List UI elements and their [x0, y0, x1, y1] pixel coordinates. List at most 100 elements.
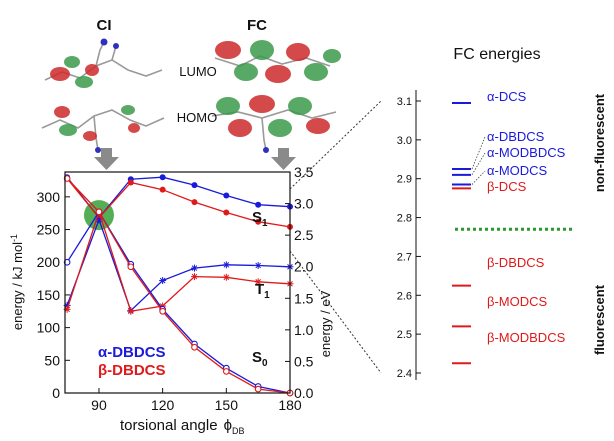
- y-tick-label: 300: [37, 189, 61, 205]
- data-point-t1-alpha: [254, 262, 262, 269]
- ci-lumo-orbital-image: [44, 38, 163, 88]
- data-point-t1-alpha: [190, 264, 198, 272]
- x-axis-label: torsional angle ϕDB: [120, 417, 245, 436]
- fc-level-label: α-DBDCS: [487, 129, 545, 144]
- x-tick-label: 120: [151, 397, 175, 413]
- fc-level-label: α-MODBDCS: [487, 145, 566, 160]
- fc-level-label: β-MODBDCS: [487, 330, 566, 345]
- y2-tick-label: 1.5: [294, 290, 314, 306]
- data-point-s0-beta: [254, 385, 262, 393]
- y-axis-label-text: energy / kJ mol: [10, 242, 25, 330]
- data-point-s1-alpha: [191, 182, 198, 189]
- series-line-s1-beta: [66, 178, 291, 228]
- data-point-s0-beta: [127, 263, 135, 271]
- data-point-t1-alpha: [159, 277, 167, 285]
- data-point-s1-beta: [127, 179, 134, 186]
- fc-energies-title: FC energies: [453, 46, 540, 63]
- fc-energies-chart: FC energies 2.4 2.5 2.6 2.7 2.8 2.9 3.0 3.1 α-D…: [397, 46, 607, 380]
- fc-tick-label: 2.7: [397, 251, 412, 263]
- data-point-s1-alpha: [159, 174, 166, 181]
- fc-level-leader: [471, 170, 486, 185]
- fc-header: FC: [247, 17, 267, 34]
- data-point-s0-alpha: [63, 258, 71, 266]
- fc-tick-label: 2.5: [397, 329, 412, 341]
- fc-lumo-orbital-image: [214, 40, 341, 83]
- zoom-connector-top: [289, 100, 382, 190]
- fc-energies-ticks: 2.4 2.5 2.6 2.7 2.8 2.9 3.0 3.1: [397, 96, 421, 380]
- s0-state-label: S0: [252, 349, 268, 369]
- fc-level-label: β-DCS: [487, 179, 527, 194]
- energy-chart-series: [63, 174, 294, 397]
- t1-sub: 1: [264, 290, 270, 301]
- data-point-s0-beta: [63, 175, 71, 182]
- data-point-t1-beta: [127, 307, 135, 315]
- ci-header: CI: [97, 17, 112, 34]
- fc-level-label: α-MODCS: [487, 163, 548, 178]
- fluorescent-label: fluorescent: [592, 284, 607, 355]
- lumo-label: LUMO: [179, 64, 217, 79]
- fc-tick-label: 3.0: [397, 135, 412, 147]
- series-line-s0-beta: [66, 178, 291, 394]
- ci-homo-orbital-image: [41, 105, 165, 153]
- s0-main: S: [252, 349, 262, 366]
- t1-main: T: [255, 281, 264, 298]
- y-tick-label: 50: [44, 352, 60, 368]
- y2-tick-label: 2.0: [294, 259, 314, 275]
- s1-main: S: [252, 209, 262, 226]
- y-tick-label: 0: [52, 385, 60, 401]
- data-point-s1-beta: [159, 186, 166, 193]
- y2-tick-label: 0.0: [294, 385, 314, 401]
- fc-tick-label: 2.6: [397, 290, 412, 302]
- energy-chart-ticks: 90 120 150 180 0 50 100 150 200 250 300 0.0 0.5 1.0 1.…: [37, 164, 314, 413]
- series-line-t1-alpha: [66, 217, 291, 312]
- data-point-s1-beta: [223, 209, 230, 216]
- y2-axis-label: energy / eV: [318, 290, 333, 357]
- x-tick-label: 150: [215, 397, 239, 413]
- energy-chart: 90 120 150 180 0 50 100 150 200 250 300 0.0 0.5 1.0 1.…: [9, 164, 333, 436]
- s1-sub: 1: [262, 218, 268, 229]
- s0-sub: 0: [262, 358, 268, 369]
- non-fluorescent-label: non-fluorescent: [592, 93, 607, 192]
- y2-tick-label: 0.5: [294, 353, 314, 369]
- fc-homo-orbital-image: [211, 95, 337, 153]
- x-tick-label: 90: [91, 397, 107, 413]
- fc-level-label: α-DCS: [487, 89, 527, 104]
- y-tick-label: 200: [37, 254, 61, 270]
- energy-chart-frame: [64, 171, 291, 394]
- y2-tick-label: 3.5: [294, 164, 314, 180]
- data-point-s1-alpha: [255, 201, 262, 208]
- y-tick-label: 100: [37, 320, 61, 336]
- legend-beta-dbdcs: β-DBDCS: [98, 362, 166, 379]
- data-point-t1-alpha: [222, 261, 230, 269]
- homo-label: HOMO: [177, 110, 217, 125]
- y2-tick-label: 2.5: [294, 227, 314, 243]
- fc-tick-label: 2.9: [397, 174, 412, 186]
- ci-down-arrow-icon: [94, 148, 119, 170]
- data-point-t1-beta: [190, 273, 198, 281]
- data-point-s1-beta: [255, 218, 262, 225]
- legend-alpha-dbdcs: α-DBDCS: [98, 344, 166, 361]
- fc-tick-label: 3.1: [397, 96, 412, 108]
- x-tick-label: 180: [278, 397, 302, 413]
- fc-tick-label: 2.8: [397, 213, 412, 225]
- t1-state-label: T1: [255, 281, 270, 301]
- x-axis-label-subscript: DB: [232, 426, 245, 436]
- data-point-s0-beta: [191, 343, 198, 351]
- y-axis-label: energy / kJ mol-1: [9, 234, 25, 330]
- fc-level-leader: [471, 152, 486, 176]
- zoom-connector-bottom: [289, 250, 382, 374]
- y-tick-label: 150: [37, 287, 61, 303]
- data-point-s0-beta: [159, 307, 166, 315]
- y2-tick-label: 1.0: [294, 322, 314, 338]
- data-point-s1-alpha: [223, 192, 230, 199]
- fc-tick-label: 2.4: [397, 368, 412, 380]
- fc-level-label: β-DBDCS: [487, 255, 545, 270]
- y-axis-label-superscript: -1: [9, 234, 19, 242]
- data-point-s0-beta: [95, 208, 103, 216]
- series-line-t1-beta: [66, 209, 291, 313]
- data-point-s1-beta: [191, 199, 198, 206]
- data-point-t1-beta: [254, 278, 262, 286]
- y2-tick-label: 3.0: [294, 196, 314, 212]
